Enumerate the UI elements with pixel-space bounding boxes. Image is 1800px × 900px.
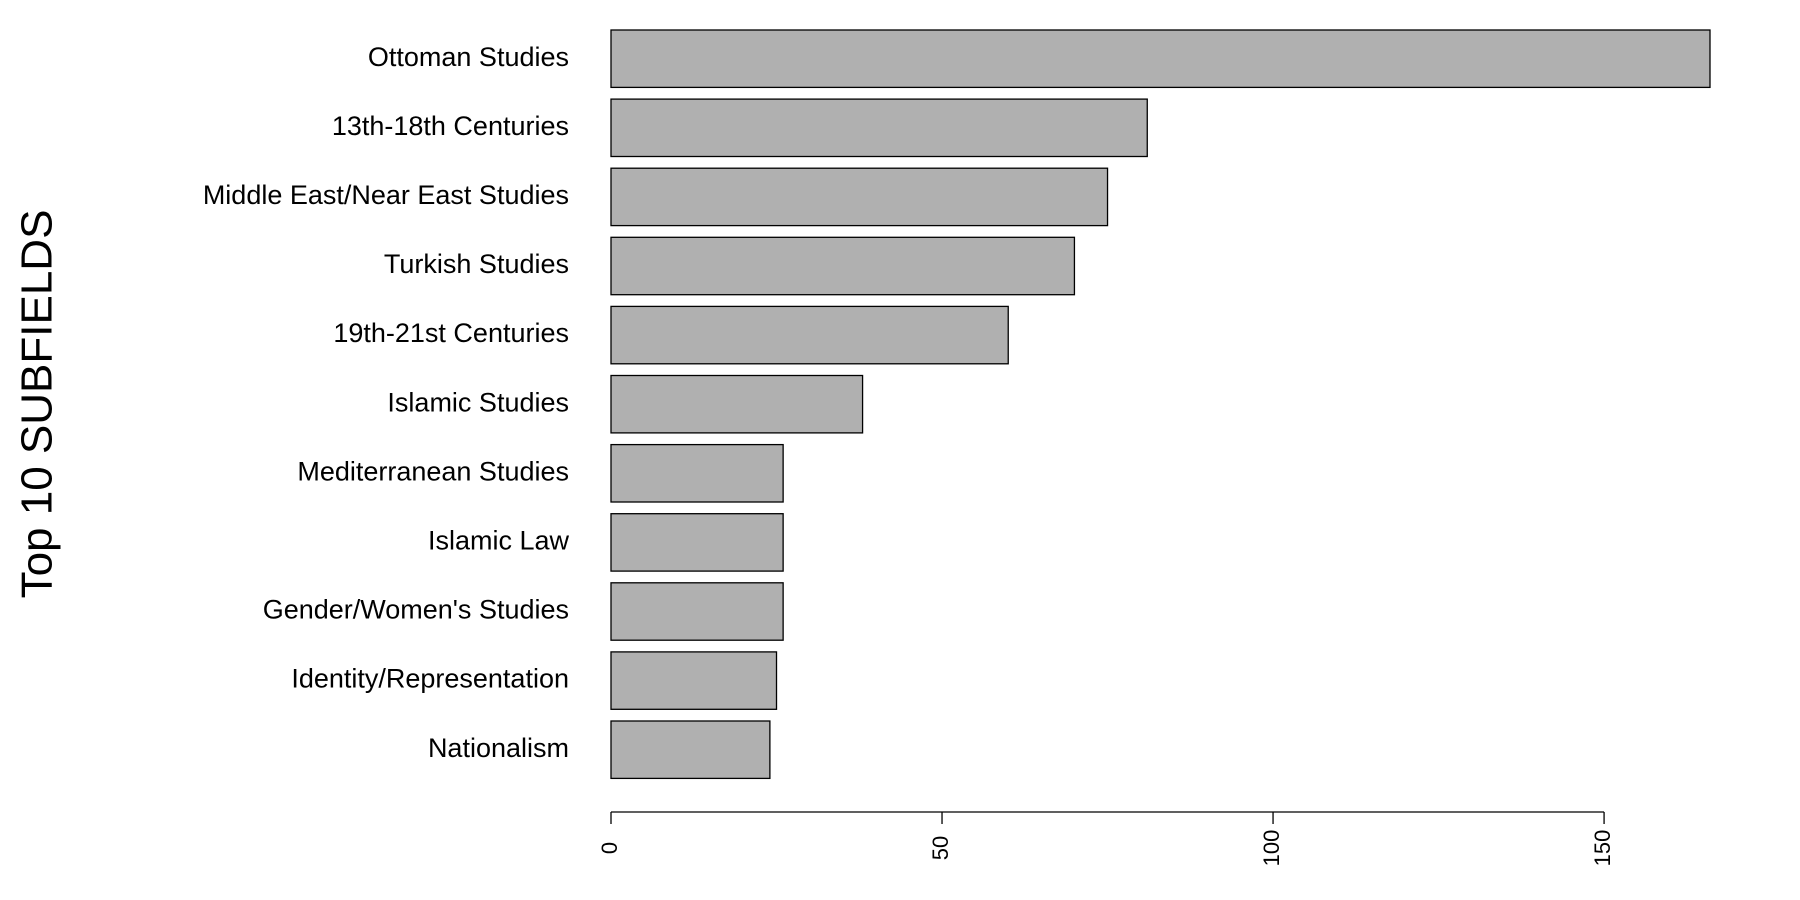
y-axis-title: Top 10 SUBFIELDS xyxy=(13,210,62,599)
bar xyxy=(610,167,1109,227)
y-tick-label: Middle East/Near East Studies xyxy=(203,180,569,210)
bar xyxy=(610,513,784,572)
bar xyxy=(610,29,1711,89)
bar xyxy=(610,582,784,641)
x-tick-label: 0 xyxy=(597,842,622,854)
bar xyxy=(610,374,864,434)
y-tick-label: Ottoman Studies xyxy=(368,42,569,72)
bar xyxy=(610,305,1009,365)
y-tick-label: Nationalism xyxy=(428,733,569,763)
y-tick-label: Islamic Law xyxy=(428,526,570,556)
x-tick-label: 100 xyxy=(1259,830,1284,867)
y-tick-label: 13th-18th Centuries xyxy=(332,111,569,141)
y-tick-label: 19th-21st Centuries xyxy=(333,318,569,348)
y-tick-label: Gender/Women's Studies xyxy=(263,595,569,625)
bar xyxy=(610,443,784,503)
x-tick-label: 150 xyxy=(1590,830,1615,867)
y-tick-label: Identity/Representation xyxy=(291,664,569,694)
x-tick-label: 50 xyxy=(928,836,953,860)
bar xyxy=(610,720,771,780)
bar xyxy=(610,651,778,710)
bar xyxy=(610,98,1148,158)
y-tick-label: Turkish Studies xyxy=(384,249,569,279)
bar xyxy=(610,236,1076,296)
y-tick-label: Mediterranean Studies xyxy=(297,456,569,486)
y-tick-label: Islamic Studies xyxy=(387,387,569,417)
